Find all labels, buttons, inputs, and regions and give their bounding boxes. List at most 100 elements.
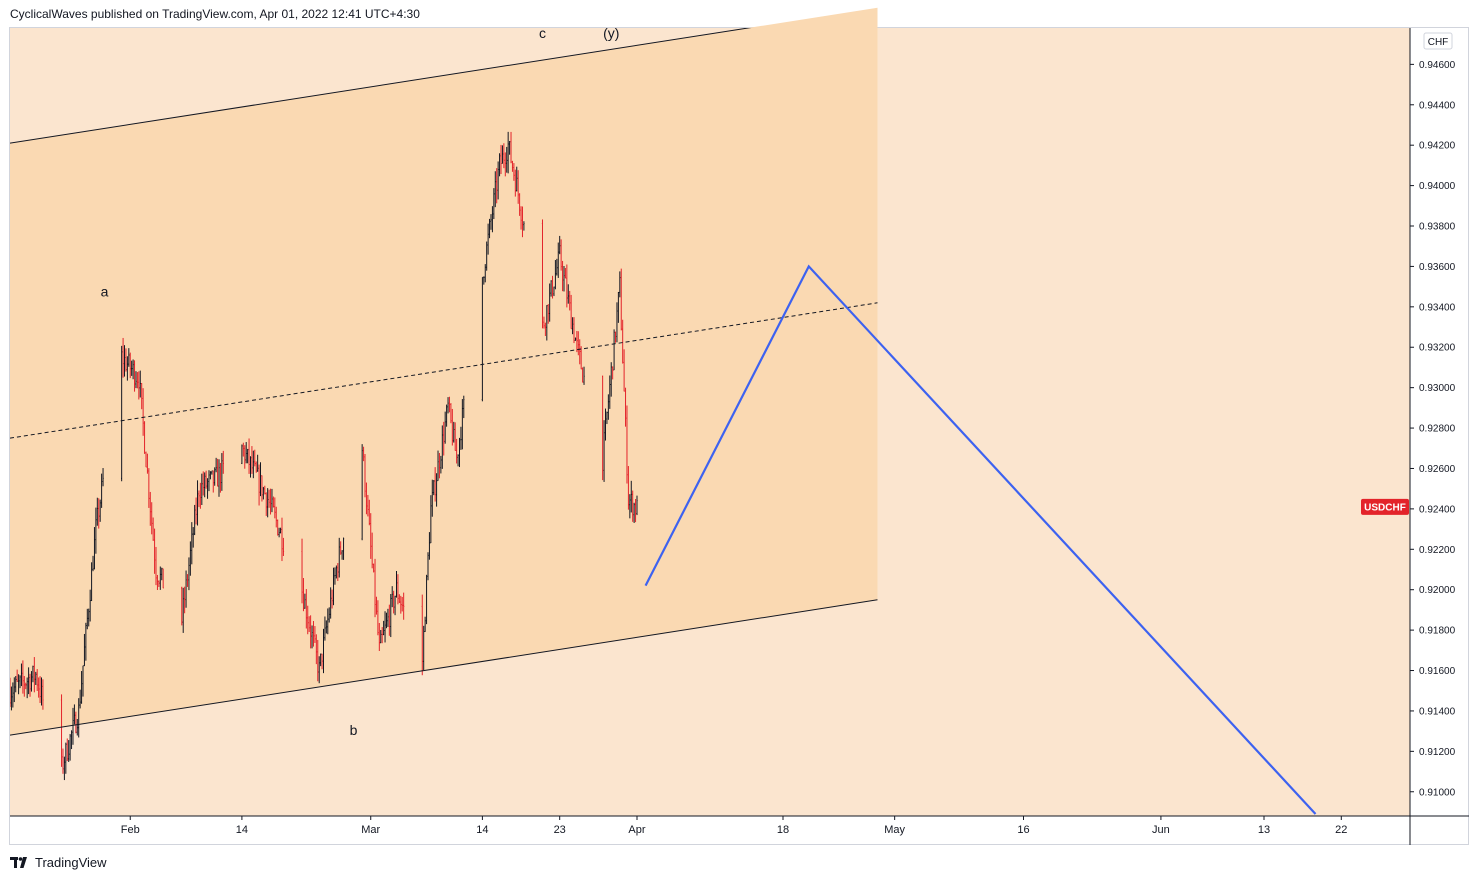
ohlc-bar [257, 454, 259, 472]
ohlc-bar [423, 625, 425, 671]
channel-upper-line[interactable] [10, 8, 877, 144]
time-tick-label: 16 [1017, 824, 1029, 836]
ohlc-bar [624, 387, 627, 427]
ohlc-bar [433, 480, 435, 496]
ohlc-bar [100, 473, 103, 508]
ohlc-bar [431, 479, 433, 517]
price-tick-label: 0.91400 [1419, 706, 1456, 717]
currency-badge: CHF [1423, 32, 1453, 50]
ohlc-bar [400, 595, 402, 614]
price-tick-label: 0.94400 [1419, 100, 1456, 111]
wave-label: (y) [603, 25, 619, 41]
chart-pane[interactable] [9, 27, 1469, 845]
ohlc-bar [315, 634, 317, 665]
ohlc-bar [251, 446, 253, 474]
ohlc-bar [206, 478, 209, 499]
ohlc-bar [95, 507, 97, 554]
ohlc-bar [221, 453, 223, 491]
ohlc-bar [430, 495, 432, 544]
price-tick-label: 0.92800 [1419, 424, 1456, 435]
ohlc-bar [606, 411, 608, 425]
ohlc-bar [516, 166, 518, 192]
ohlc-bar [126, 356, 129, 381]
ohlc-bar [491, 206, 494, 233]
ohlc-bar [196, 480, 199, 526]
ohlc-bar [139, 370, 141, 398]
ohlc-bar [461, 399, 463, 450]
ohlc-bar [204, 472, 206, 498]
ohlc-bar [401, 596, 403, 612]
ohlc-bar [398, 594, 401, 604]
ohlc-bar [372, 563, 375, 573]
price-tick-label: 0.91000 [1419, 787, 1456, 798]
ohlc-bar [501, 145, 504, 164]
ohlc-bar [380, 629, 382, 644]
ohlc-bar [10, 686, 13, 711]
ohlc-bar [567, 284, 569, 304]
ohlc-bar [557, 242, 559, 278]
projection-path[interactable] [644, 264, 1317, 815]
ohlc-bar [447, 397, 449, 414]
ohlc-bar [22, 660, 24, 694]
ohlc-bar [142, 388, 144, 436]
time-tick-label: Feb [121, 824, 140, 836]
ohlc-bar [322, 628, 325, 674]
ohlc-bar [252, 450, 254, 479]
ohlc-bar [191, 522, 193, 565]
ohlc-bar [601, 375, 604, 481]
ohlc-bar [457, 454, 459, 467]
ohlc-bar [325, 620, 328, 634]
price-axis[interactable]: 0.94600 0.94400 0.94200 0.94000 0.93800 0.936… [1410, 60, 1456, 798]
ohlc-bar [102, 468, 104, 487]
ohlc-bar [455, 438, 458, 464]
ohlc-bar [636, 495, 638, 516]
ohlc-bar [381, 627, 383, 644]
channel-lower-line[interactable] [10, 599, 878, 736]
ohlc-bar [133, 360, 136, 392]
ohlc-bar [370, 513, 372, 559]
channel-median-line[interactable] [10, 302, 878, 439]
ohlc-bar [83, 633, 86, 667]
ohlc-bar [30, 671, 33, 692]
ohlc-bar [89, 589, 91, 622]
ohlc-bar [215, 457, 217, 473]
time-tick-label: 14 [476, 824, 488, 836]
ohlc-bar [70, 730, 73, 750]
ohlc-bar [570, 294, 572, 330]
ohlc-bar [337, 563, 339, 581]
price-tick-label: 0.93800 [1419, 222, 1456, 233]
ohlc-bar [391, 586, 393, 608]
ohlc-bar [307, 605, 309, 635]
ohlc-bar [448, 396, 451, 413]
ohlc-bar [547, 304, 549, 324]
ohlc-bar [148, 468, 150, 508]
ohlc-bar [334, 567, 336, 585]
ohlc-bar [219, 462, 222, 493]
time-axis[interactable]: Feb 14 Mar 14 23 Apr 18 May 16 Jun 13 22 [121, 816, 1348, 836]
ohlc-bar [378, 622, 380, 651]
ohlc-bar [554, 260, 557, 290]
ohlc-bar [496, 168, 498, 204]
ohlc-bar [513, 163, 515, 181]
ohlc-bar [507, 131, 509, 174]
ohlc-bar [318, 656, 320, 684]
ohlc-bar [78, 698, 80, 738]
ohlc-bar [504, 152, 506, 177]
ohlc-bar [208, 470, 210, 492]
ohlc-bar [340, 541, 342, 555]
price-tick-label: 0.93200 [1419, 343, 1456, 354]
ohlc-bar [65, 742, 67, 774]
ohlc-bar [19, 675, 21, 689]
ohlc-bar [242, 442, 244, 457]
ohlc-bar [385, 612, 388, 629]
ohlc-bar [610, 362, 612, 397]
ohlc-bar [332, 567, 335, 606]
ohlc-bar [443, 421, 445, 456]
ohlc-bar [428, 532, 431, 560]
ohlc-bar [192, 527, 194, 548]
ohlc-bar [576, 330, 578, 353]
ohlc-bar [88, 608, 90, 627]
ohlc-bar [603, 420, 605, 482]
ohlc-bar [308, 616, 310, 633]
